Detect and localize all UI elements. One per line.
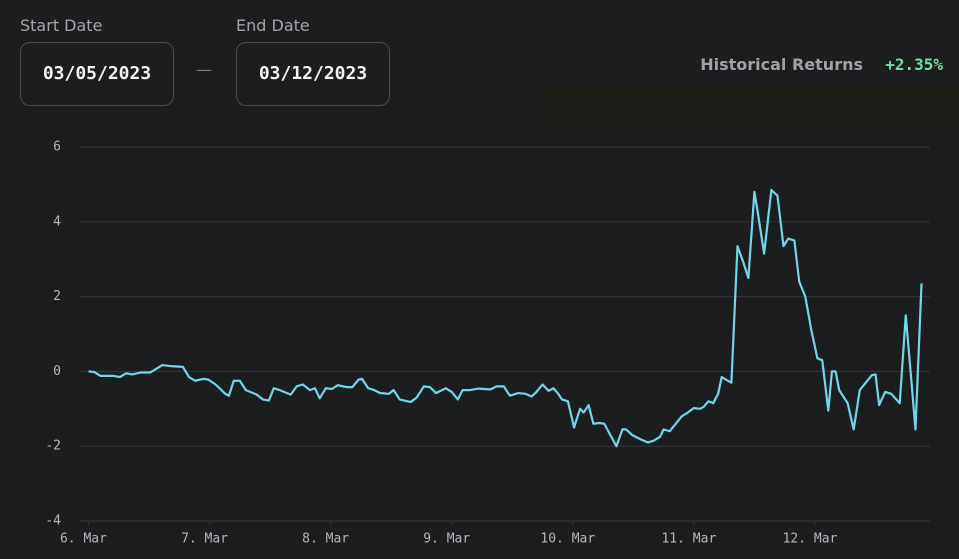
end-date-input[interactable]: 03/12/2023 [236, 42, 390, 106]
x-tick-label: 6. Mar [60, 532, 107, 547]
y-tick-label: 0 [53, 364, 61, 379]
start-date-input[interactable]: 03/05/2023 [20, 42, 174, 106]
y-tick-label: 2 [53, 289, 61, 304]
x-tick-label: 9. Mar [423, 532, 470, 547]
panel-strip [546, 85, 959, 125]
returns-value: +2.35% [885, 55, 943, 74]
date-separator: — [196, 60, 212, 79]
y-tick-label: 4 [53, 214, 61, 229]
returns-label: Historical Returns [700, 55, 863, 74]
y-tick-label: -2 [45, 439, 61, 454]
data-line [88, 188, 923, 448]
end-date-label: End Date [236, 16, 310, 35]
x-tick-label: 12. Mar [783, 532, 838, 547]
x-tick-label: 11. Mar [661, 532, 716, 547]
y-tick-label: -4 [45, 514, 61, 529]
y-tick-label: 6 [53, 140, 61, 155]
x-tick-label: 8. Mar [302, 532, 349, 547]
start-date-label: Start Date [20, 16, 103, 35]
x-tick-label: 10. Mar [540, 532, 595, 547]
x-tick-label: 7. Mar [181, 532, 228, 547]
